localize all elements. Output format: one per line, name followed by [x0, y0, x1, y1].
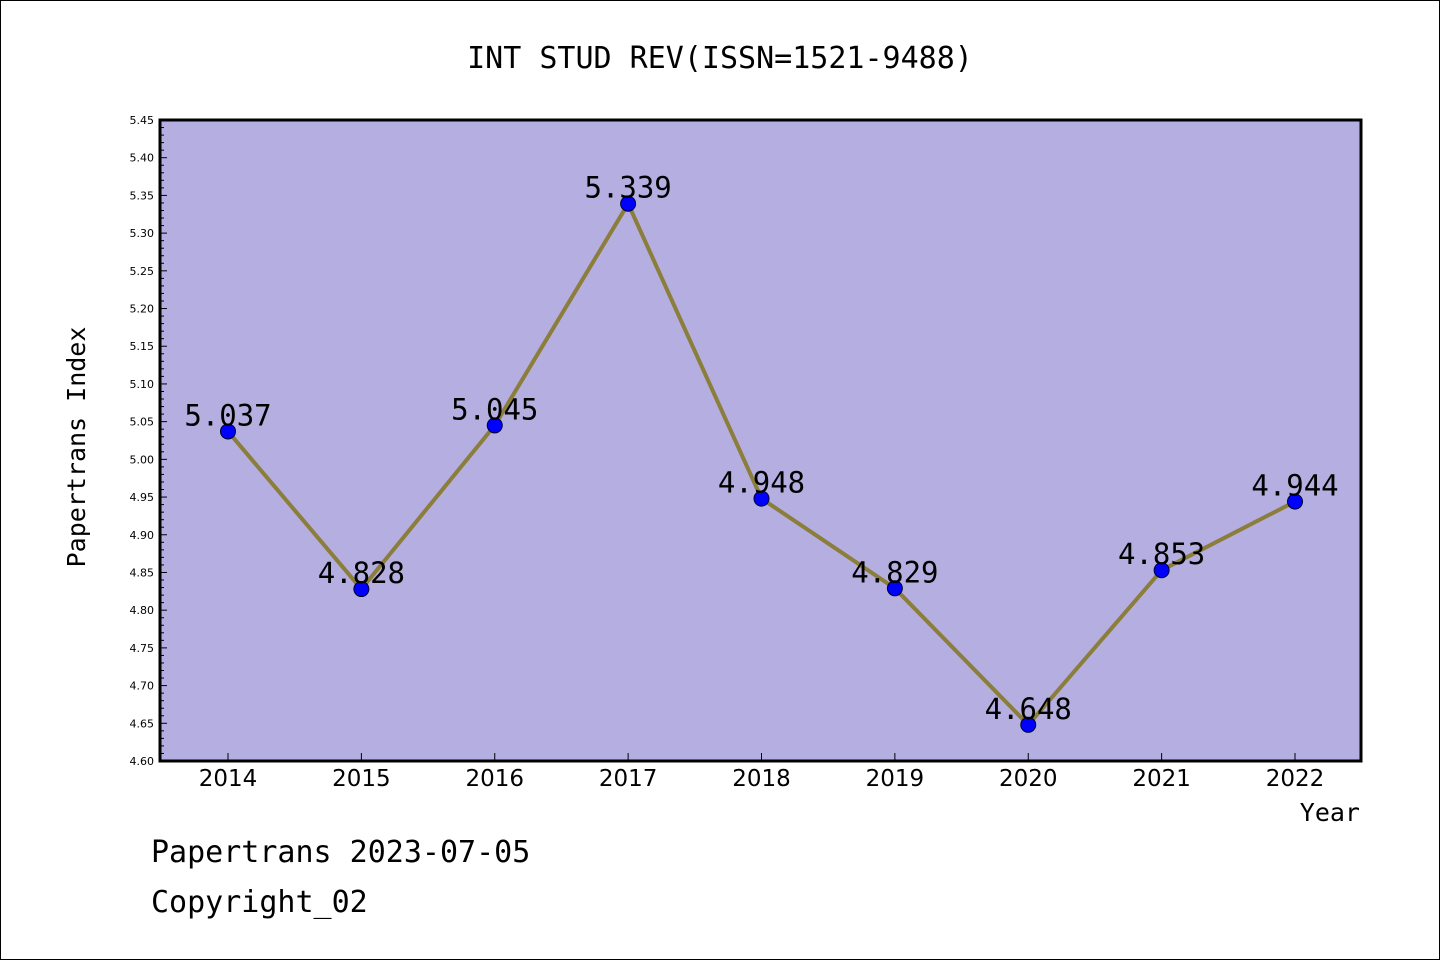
x-tick-label: 2022 [1266, 766, 1325, 792]
data-point [220, 423, 236, 440]
x-axis-label: Year [1300, 798, 1360, 827]
data-point [486, 417, 503, 434]
y-tick-label: 4.95 [130, 491, 155, 504]
y-tick-label: 5.00 [130, 453, 155, 466]
data-label: 5.037 [184, 398, 271, 432]
y-tick-label: 4.80 [130, 604, 155, 617]
y-tick-label: 5.25 [130, 265, 155, 278]
data-point [620, 195, 637, 212]
data-label: 4.944 [1251, 469, 1338, 503]
x-tick-label: 2021 [1132, 766, 1191, 792]
y-tick-label: 5.20 [130, 303, 155, 316]
data-label: 4.829 [851, 555, 938, 589]
y-tick-label: 5.10 [130, 378, 155, 391]
data-point [753, 490, 770, 507]
y-tick-label: 5.15 [130, 340, 155, 353]
y-tick-label: 5.40 [130, 152, 155, 165]
y-tick-label: 4.70 [130, 680, 155, 693]
x-tick-label: 2017 [599, 766, 658, 792]
y-tick-label: 4.65 [130, 717, 155, 730]
data-label: 4.648 [985, 692, 1072, 726]
data-point [886, 580, 903, 597]
y-tick-label: 5.30 [130, 227, 155, 240]
x-tick-label: 2018 [732, 766, 791, 792]
y-tick-label: 4.60 [130, 755, 155, 768]
y-tick-label: 5.05 [130, 416, 155, 429]
x-tick-label: 2015 [332, 766, 391, 792]
x-tick-label: 2016 [465, 766, 524, 792]
footer-copyright: Copyright_02 [151, 885, 368, 920]
data-label: 4.948 [718, 466, 805, 500]
data-label: 4.853 [1118, 537, 1205, 571]
plot-area [160, 120, 1361, 761]
x-tick-label: 2014 [199, 766, 258, 792]
y-tick-label: 4.90 [130, 529, 155, 542]
y-tick-label: 5.45 [130, 114, 155, 127]
data-label: 5.339 [584, 171, 671, 205]
y-axis-label: Papertrans Index [62, 327, 91, 568]
data-point [1153, 562, 1170, 579]
data-point [353, 581, 370, 598]
plot-frame [158, 118, 1363, 763]
data-point [1020, 716, 1037, 733]
y-tick-label: 5.35 [130, 189, 155, 202]
x-tick-label: 2020 [999, 766, 1058, 792]
data-point [1287, 493, 1303, 510]
chart-title: INT STUD REV(ISSN=1521-9488) [467, 41, 973, 76]
y-tick-label: 4.75 [130, 642, 155, 655]
x-tick-label: 2019 [866, 766, 925, 792]
y-tick-label: 4.85 [130, 566, 155, 579]
data-label: 5.045 [451, 392, 538, 426]
footer-date: Papertrans 2023-07-05 [151, 835, 531, 870]
data-label: 4.828 [318, 556, 405, 590]
